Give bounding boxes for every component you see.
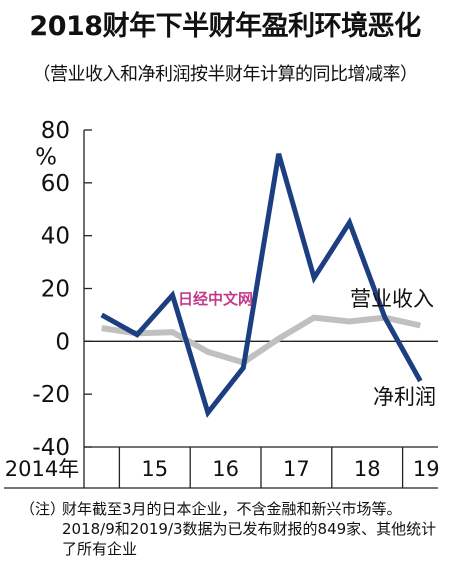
- y-tick-label: 20: [41, 277, 70, 303]
- chart-title: 2018财年下半财年盈利环境恶化: [29, 11, 421, 42]
- watermark-logo: 日经中文网: [178, 290, 254, 308]
- x-tick-label: 2014年: [5, 457, 79, 481]
- y-tick-label: -40: [32, 435, 70, 461]
- x-tick-label: 17: [283, 457, 310, 481]
- y-tick-label: 40: [41, 224, 70, 250]
- x-tick-label: 19: [413, 457, 440, 481]
- y-tick-label: 0: [55, 329, 70, 355]
- series-label-net-profit: 净利润: [373, 385, 436, 409]
- series-label-revenue: 营业收入: [350, 287, 434, 311]
- x-tick-label: 16: [212, 457, 239, 481]
- footnote-text: 财年截至3月的日本企业，不含金融和新兴市场等。2018/9和2019/3数据为已…: [62, 500, 437, 558]
- y-axis-unit: %: [35, 144, 57, 170]
- series-line-revenue: [101, 314, 421, 366]
- chart-subtitle: （营业收入和净利润按半财年计算的同比增减率）: [32, 64, 419, 85]
- y-tick-label: 80: [41, 118, 70, 144]
- footnote-tag: （注）: [20, 500, 66, 518]
- x-tick-label: 15: [141, 457, 168, 481]
- footnote: （注） 财年截至3月的日本企业，不含金融和新兴市场等。2018/9和2019/3…: [20, 499, 445, 559]
- series-line-net-profit: [100, 153, 423, 419]
- y-tick-label: -20: [32, 382, 70, 408]
- x-tick-label: 18: [354, 457, 381, 481]
- y-tick-label: 60: [41, 171, 70, 197]
